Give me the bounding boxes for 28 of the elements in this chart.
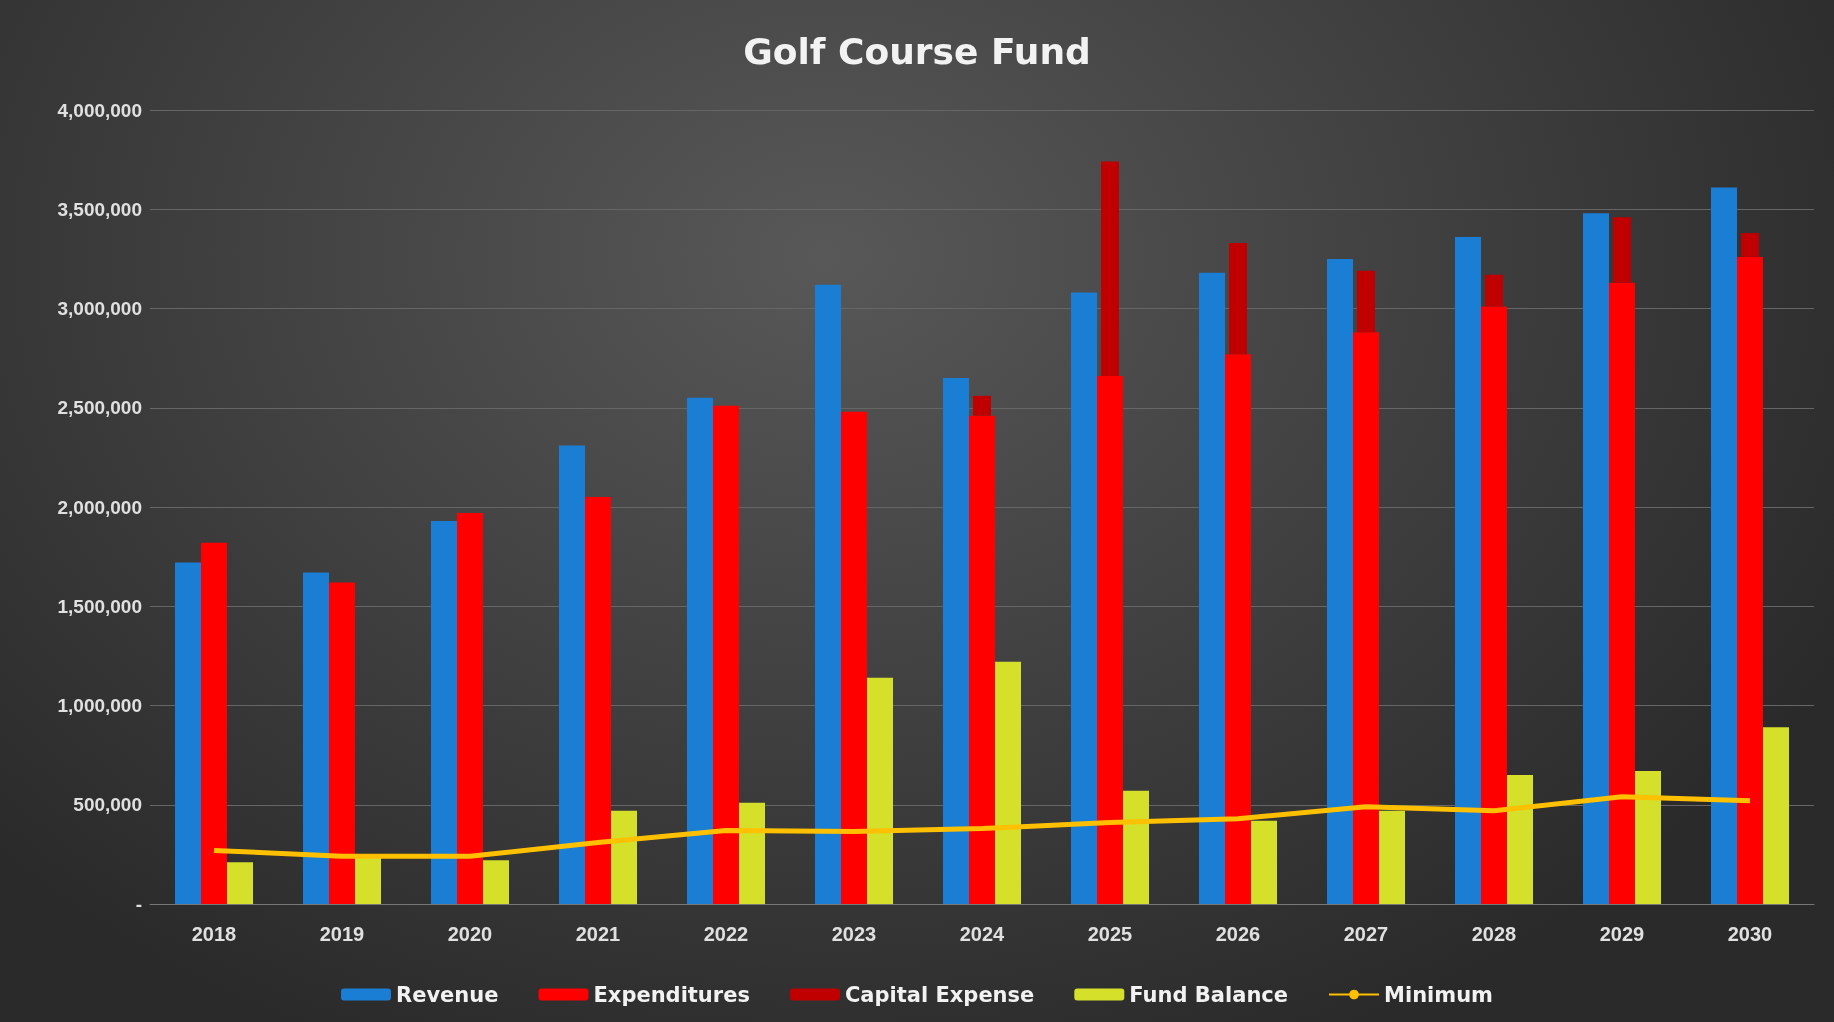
y-tick-label: 3,000,000 <box>57 298 142 319</box>
x-tick-label: 2024 <box>959 923 1006 945</box>
y-tick-label: 4,000,000 <box>57 99 142 121</box>
x-tick-label: 2018 <box>191 923 237 945</box>
x-tick-label: 2027 <box>1343 923 1389 945</box>
x-tick-label: 2030 <box>1727 923 1773 945</box>
legend-label: Expenditures <box>593 982 750 1007</box>
x-tick-label: 2025 <box>1087 923 1133 945</box>
x-tick-label: 2023 <box>831 923 877 945</box>
x-tick-label: 2019 <box>319 923 365 945</box>
legend-label: Revenue <box>396 982 499 1007</box>
y-tick-label: 2,500,000 <box>57 397 142 419</box>
x-tick-label: 2029 <box>1599 923 1645 945</box>
y-tick-label: 3,500,000 <box>57 198 142 220</box>
y-tick-label: 1,000,000 <box>57 695 142 716</box>
x-tick-label: 2021 <box>575 923 621 945</box>
y-tick-label: - <box>135 893 142 915</box>
legend-label: Minimum <box>1384 982 1494 1007</box>
x-tick-label: 2028 <box>1471 923 1517 945</box>
legend-label: Capital Expense <box>844 982 1035 1007</box>
x-tick-label: 2026 <box>1215 923 1261 945</box>
chart-title: Golf Course Fund <box>743 30 1091 72</box>
x-tick-label: 2022 <box>703 923 749 945</box>
y-tick-label: 2,000,000 <box>57 496 142 518</box>
legend-label: Fund Balance <box>1129 982 1289 1007</box>
y-tick-label: 500,000 <box>73 794 142 816</box>
y-tick-label: 1,500,000 <box>57 595 142 617</box>
x-tick-label: 2020 <box>447 923 493 945</box>
